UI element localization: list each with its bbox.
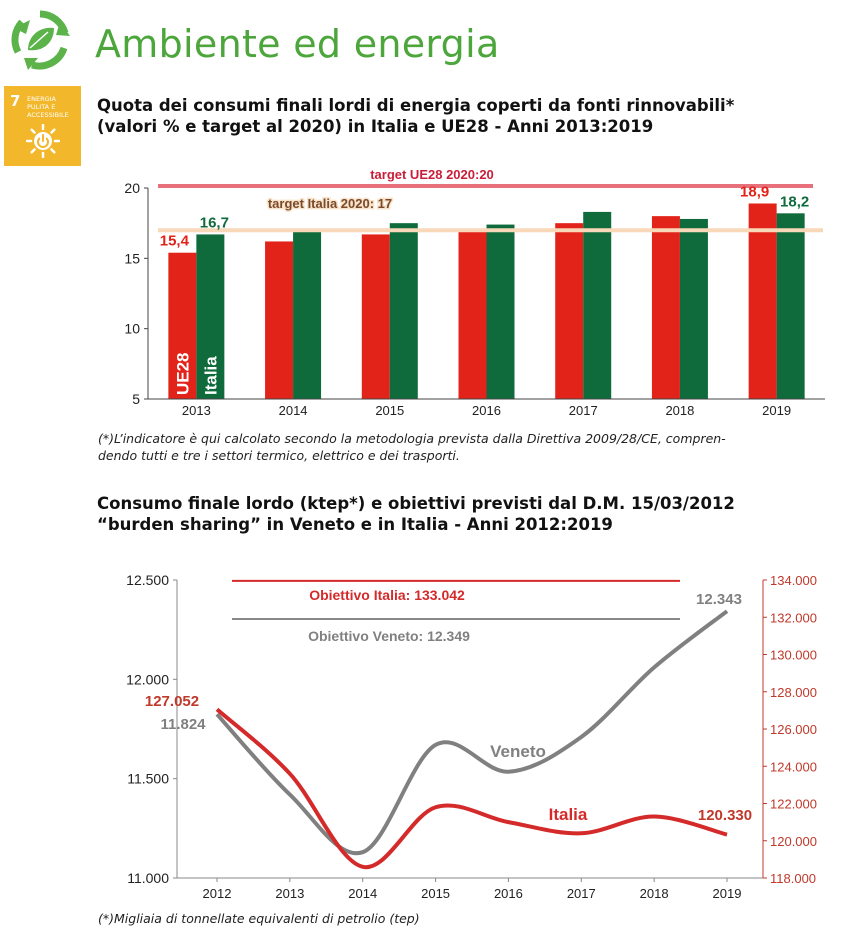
data-label-italia-2019: 120.330	[698, 807, 752, 824]
inbar-label-italia: Italia	[201, 356, 220, 395]
chart2-footnote: (*)Migliaia di tonnellate equivalenti di…	[98, 911, 420, 926]
y-tick-label: 5	[132, 391, 140, 407]
right-y-tick-label: 130.000	[770, 648, 817, 663]
right-y-tick-label: 126.000	[770, 722, 817, 737]
y-tick-label: 15	[124, 250, 140, 266]
bar-italia-2015	[389, 223, 418, 399]
x-tick-label: 2018	[640, 886, 669, 901]
x-tick-label: 2019	[762, 403, 791, 418]
x-tick-label: 2013	[275, 886, 304, 901]
right-y-tick-label: 134.000	[770, 573, 817, 588]
left-y-tick-label: 12.000	[126, 671, 169, 687]
x-tick-label: 2016	[472, 403, 501, 418]
x-tick-label: 2019	[713, 886, 742, 901]
left-y-tick-label: 12.500	[126, 572, 169, 588]
data-label-veneto-2012: 11.824	[160, 716, 206, 733]
power-sun-icon	[26, 124, 60, 158]
x-tick-label: 2017	[567, 886, 596, 901]
bar-italia-2013	[196, 234, 225, 399]
sdg-7-badge: 7 ENERGIA PULITA E ACCESSIBILE	[4, 86, 81, 166]
veneto-series-line	[215, 609, 729, 856]
bar-ue28-2017	[555, 223, 584, 399]
bar-ue28-2018	[651, 216, 680, 399]
target-italia-label: target Italia 2020: 17	[268, 196, 392, 211]
x-tick-label: 2014	[348, 886, 377, 901]
chart2-title: Consumo finale lordo (ktep*) e obiettivi…	[97, 493, 735, 535]
x-tick-label: 2012	[203, 886, 232, 901]
chart1-footnote-line2: dendo tutti e tre i settori termico, ele…	[98, 448, 460, 463]
chart2-title-line2: “burden sharing” in Veneto e in Italia -…	[97, 515, 613, 534]
x-tick-label: 2016	[494, 886, 523, 901]
target-ue28-label: target UE28 2020:20	[370, 167, 494, 182]
page-title: Ambiente ed energia	[95, 22, 500, 66]
chart1-footnote-line1: (*)L’indicatore è qui calcolato secondo …	[98, 431, 726, 446]
data-label-italia-2012: 127.052	[145, 693, 199, 710]
bar-ue28-2015	[361, 234, 390, 399]
left-y-tick-label: 11.500	[127, 771, 169, 787]
italia-series-line	[215, 707, 728, 869]
x-tick-label: 2015	[421, 886, 450, 901]
x-tick-label: 2017	[569, 403, 598, 418]
target-veneto-label: Obiettivo Veneto: 12.349	[308, 628, 470, 644]
right-y-tick-label: 132.000	[770, 610, 817, 625]
bar-italia-2017	[583, 211, 612, 399]
series-label-veneto: Veneto	[490, 742, 546, 761]
chart1-footnote: (*)L’indicatore è qui calcolato secondo …	[98, 430, 726, 464]
chart2-title-line1: Consumo finale lordo (ktep*) e obiettivi…	[97, 494, 735, 513]
bar-ue28-2019	[748, 203, 777, 399]
chart1-title: Quota dei consumi finali lordi di energi…	[97, 95, 734, 137]
x-tick-label: 2013	[182, 403, 211, 418]
chart1-title-line2: (valori % e target al 2020) in Italia e …	[97, 117, 654, 136]
bar-italia-2018	[679, 218, 708, 399]
bar-ue28-2013	[168, 252, 197, 399]
bar-italia-2016	[486, 224, 515, 399]
data-label-italia: 18,2	[780, 193, 809, 210]
bar-ue28-2014	[265, 241, 294, 399]
data-label-ue28: 15,4	[160, 233, 190, 250]
right-y-tick-label: 122.000	[770, 797, 817, 812]
recycle-leaf-logo-icon	[11, 10, 70, 70]
sdg-label: ENERGIA PULITA E ACCESSIBILE	[27, 95, 69, 119]
bar-italia-2019	[776, 213, 805, 399]
target-italia-label: Obiettivo Italia: 133.042	[309, 587, 465, 603]
bar-italia-2014	[293, 228, 322, 399]
series-label-italia: Italia	[549, 805, 588, 824]
bar-ue28-2016	[458, 230, 487, 399]
x-tick-label: 2014	[279, 403, 308, 418]
right-y-tick-label: 124.000	[770, 759, 817, 774]
right-y-tick-label: 118.000	[770, 871, 816, 886]
x-tick-label: 2018	[665, 403, 694, 418]
data-label-ue28: 18,9	[740, 183, 769, 200]
inbar-label-ue28: UE28	[173, 352, 192, 395]
x-tick-label: 2015	[375, 403, 404, 418]
left-y-tick-label: 11.000	[127, 870, 169, 886]
right-y-tick-label: 120.000	[770, 834, 817, 849]
right-y-tick-label: 128.000	[770, 685, 817, 700]
y-tick-label: 10	[124, 321, 140, 337]
data-label-italia: 16,7	[200, 214, 229, 231]
data-label-veneto-2019: 12.343	[696, 591, 742, 608]
chart1-title-line1: Quota dei consumi finali lordi di energi…	[97, 96, 735, 115]
y-tick-label: 20	[124, 180, 140, 196]
sdg-number: 7	[10, 92, 21, 110]
